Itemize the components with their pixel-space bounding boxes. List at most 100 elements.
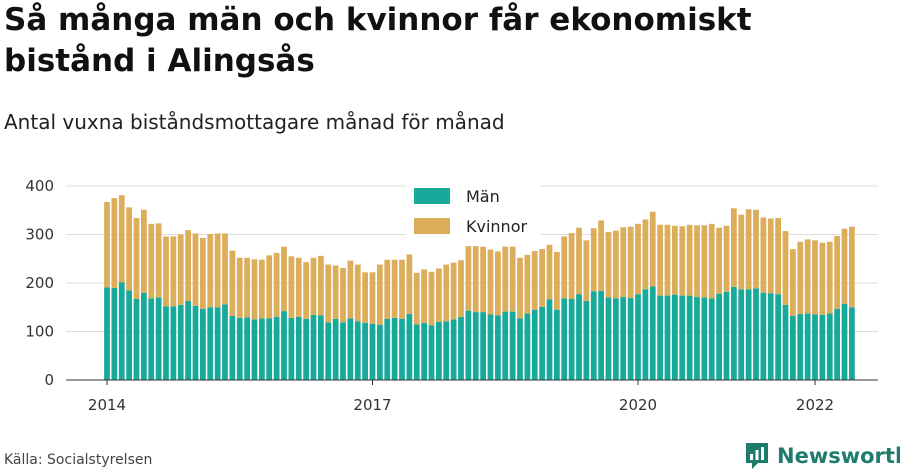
bar-man bbox=[104, 287, 110, 380]
bar-kvinnor bbox=[605, 232, 612, 298]
bar-kvinnor bbox=[598, 220, 604, 291]
bar-kvinnor bbox=[354, 264, 361, 322]
bar-man bbox=[568, 299, 575, 380]
chart-title: Så många män och kvinnor får ekonomiskt … bbox=[4, 2, 752, 79]
bar-man bbox=[244, 317, 250, 380]
bar-man bbox=[576, 294, 582, 380]
bar-man bbox=[200, 308, 206, 380]
bar-kvinnor bbox=[229, 250, 236, 316]
bar-kvinnor bbox=[185, 230, 191, 301]
bar-kvinnor bbox=[760, 217, 767, 293]
bar-kvinnor bbox=[318, 255, 324, 316]
bar-man bbox=[605, 297, 612, 380]
bar-man bbox=[694, 297, 700, 380]
brand-name: Newsworthy bbox=[777, 444, 900, 468]
bar-kvinnor bbox=[576, 227, 582, 295]
bar-man bbox=[458, 316, 464, 380]
bar-man bbox=[406, 314, 413, 380]
bar-man bbox=[413, 324, 420, 380]
bar-kvinnor bbox=[804, 239, 811, 314]
bar-man bbox=[428, 325, 435, 380]
bar-man bbox=[775, 294, 781, 380]
bar-kvinnor bbox=[244, 257, 250, 318]
bar-kvinnor bbox=[546, 244, 553, 300]
bar-man bbox=[539, 306, 545, 380]
bar-man bbox=[738, 289, 745, 380]
bar-man bbox=[495, 315, 501, 380]
bar-kvinnor bbox=[163, 236, 169, 307]
bar-man bbox=[524, 313, 531, 380]
bar-kvinnor bbox=[126, 207, 132, 291]
bar-kvinnor bbox=[465, 246, 472, 311]
bar-man bbox=[362, 322, 368, 380]
x-tick-label: 2022 bbox=[796, 396, 834, 414]
bar-man bbox=[281, 311, 287, 380]
bar-kvinnor bbox=[642, 219, 649, 290]
bar-man bbox=[509, 311, 516, 380]
bar-kvinnor bbox=[436, 268, 442, 322]
x-tick-label: 2020 bbox=[619, 396, 657, 414]
bar-man bbox=[295, 316, 302, 380]
bar-man bbox=[664, 295, 671, 380]
bar-kvinnor bbox=[539, 249, 545, 307]
y-tick-label: 200 bbox=[25, 274, 54, 292]
bar-man bbox=[723, 291, 730, 380]
bar-man bbox=[192, 305, 199, 380]
bar-kvinnor bbox=[377, 264, 383, 325]
bar-man bbox=[214, 307, 221, 380]
bar-man bbox=[849, 307, 855, 380]
bar-kvinnor bbox=[369, 272, 376, 324]
bar-man bbox=[163, 306, 169, 380]
bar-man bbox=[288, 317, 295, 380]
bar-kvinnor bbox=[524, 254, 531, 314]
bar-man bbox=[797, 314, 804, 380]
bar-kvinnor bbox=[480, 246, 486, 313]
bar-kvinnor bbox=[450, 262, 457, 320]
bar-man bbox=[716, 293, 722, 380]
bar-kvinnor bbox=[568, 233, 575, 300]
bar-man bbox=[450, 319, 457, 381]
bar-man bbox=[760, 292, 767, 380]
legend-swatch-man bbox=[414, 188, 450, 204]
bar-man bbox=[583, 300, 590, 380]
bar-kvinnor bbox=[303, 262, 309, 319]
bar-man bbox=[170, 306, 177, 380]
brand-logo[interactable]: Newsworthy bbox=[744, 440, 900, 472]
bar-man bbox=[701, 297, 708, 380]
bar-man bbox=[472, 312, 479, 380]
bar-man bbox=[391, 317, 398, 380]
bar-kvinnor bbox=[686, 224, 693, 296]
bar-kvinnor bbox=[118, 195, 125, 283]
bar-kvinnor bbox=[347, 260, 354, 319]
bar-man bbox=[561, 298, 568, 380]
bar-kvinnor bbox=[672, 225, 678, 295]
bar-kvinnor bbox=[288, 256, 295, 318]
bar-kvinnor bbox=[723, 225, 730, 292]
bar-kvinnor bbox=[841, 228, 848, 304]
bar-kvinnor bbox=[259, 259, 265, 319]
bar-kvinnor bbox=[613, 230, 619, 299]
bar-kvinnor bbox=[649, 211, 656, 287]
bar-kvinnor bbox=[495, 251, 501, 316]
bar-kvinnor bbox=[745, 209, 752, 290]
bar-man bbox=[546, 299, 553, 380]
bar-kvinnor bbox=[679, 226, 686, 296]
legend-label-man: Män bbox=[466, 187, 500, 206]
legend: Män Kvinnor bbox=[406, 180, 541, 238]
bar-kvinnor bbox=[443, 264, 450, 322]
x-axis-ticks: 2014 2017 2020 2022 bbox=[88, 380, 834, 414]
bar-kvinnor bbox=[362, 272, 368, 323]
bar-kvinnor bbox=[251, 259, 258, 320]
bar-man bbox=[502, 311, 509, 380]
bar-man bbox=[613, 298, 619, 380]
bar-kvinnor bbox=[222, 233, 228, 305]
bar-man bbox=[236, 317, 243, 380]
bar-kvinnor bbox=[635, 223, 641, 295]
bar-man bbox=[834, 308, 840, 380]
bar-kvinnor bbox=[797, 241, 804, 315]
y-axis-tick-labels: 0 100 200 300 400 bbox=[25, 177, 54, 389]
bar-man bbox=[133, 299, 140, 380]
bar-man bbox=[804, 313, 811, 380]
bar-man bbox=[672, 294, 678, 380]
bar-man bbox=[421, 322, 427, 380]
